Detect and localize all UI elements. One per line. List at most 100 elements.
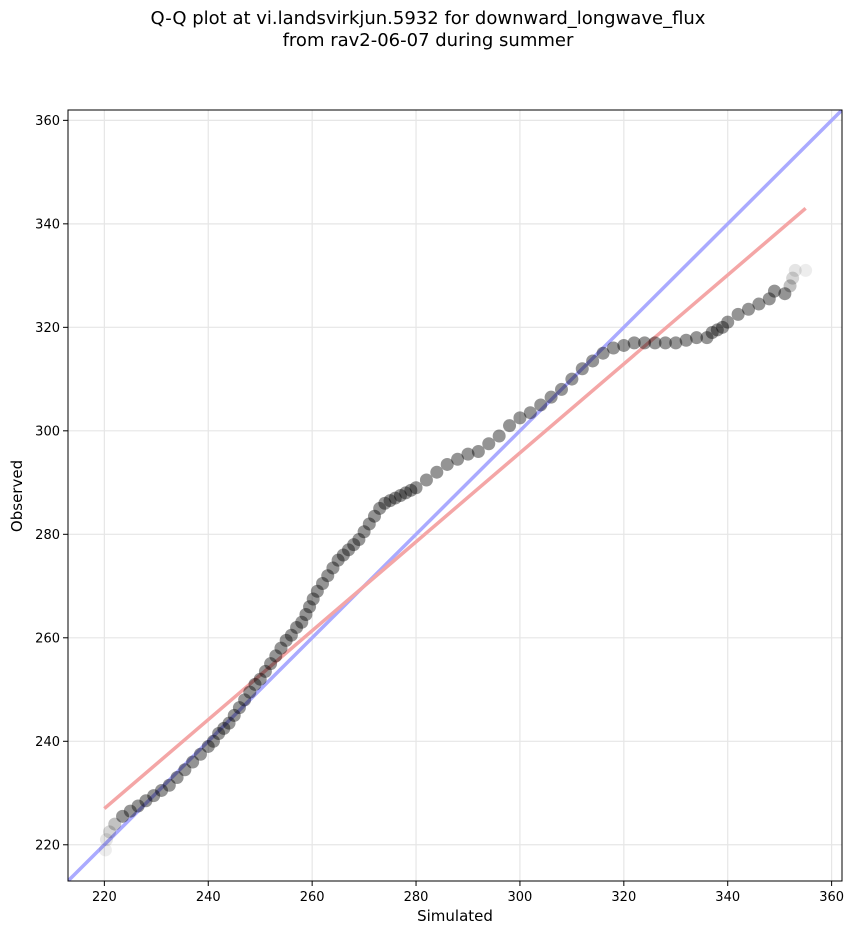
data-point [352,532,366,546]
data-point [440,457,454,471]
data-point [513,411,527,425]
data-point [554,382,568,396]
data-point [116,809,130,823]
data-point [586,354,600,368]
data-point [295,615,309,629]
data-point [123,804,137,818]
x-axis-ticks: 220 240 260 280 300 320 340 360 [92,881,844,905]
data-point [367,509,381,523]
data-point [186,755,200,769]
data-point [357,525,371,539]
data-point [316,576,330,590]
data-point [217,721,231,735]
data-point [786,271,800,285]
data-point [658,336,672,350]
data-point [710,323,724,337]
data-point [258,664,272,678]
fit-line [103,206,807,810]
y-tick-label: 340 [35,217,60,232]
data-point [108,817,122,831]
data-point [222,716,236,730]
data-point [419,473,433,487]
data-point [762,292,776,306]
data-point [378,496,392,510]
data-point [299,608,313,622]
data-point [227,708,241,722]
data-point [269,649,283,663]
data-point [617,338,631,352]
data-point [321,569,335,583]
data-point [201,739,215,753]
y-tick-label: 300 [35,424,60,439]
x-tick-label: 220 [92,890,117,905]
data-point [669,336,683,350]
data-point [248,677,262,691]
data-point [206,734,220,748]
data-point [103,825,117,839]
x-tick-label: 320 [611,890,636,905]
chart-title: Q-Q plot at vi.landsvirkjun.5932 for dow… [0,8,856,52]
x-tick-label: 280 [404,890,429,905]
data-point [347,538,361,552]
data-point [284,628,298,642]
y-tick-label: 220 [35,838,60,853]
y-tick-label: 280 [35,528,60,543]
data-point [690,331,704,345]
data-point [783,279,797,293]
chart-title-line-1: Q-Q plot at vi.landsvirkjun.5932 for dow… [150,8,706,29]
data-point [700,331,714,345]
y-tick-label: 360 [35,114,60,129]
data-point [373,501,387,515]
data-point [264,657,278,671]
data-point [575,362,589,376]
identity-line [68,110,842,881]
data-point [336,548,350,562]
data-point [627,336,641,350]
x-axis-label: Simulated [417,907,493,925]
data-point [492,429,506,443]
data-point [799,263,813,277]
data-point [147,789,161,803]
data-point [331,553,345,567]
data-point [404,483,418,497]
data-point [471,445,485,459]
data-point [98,843,112,857]
data-point [279,633,293,647]
data-point [461,447,475,461]
data-point [274,641,288,655]
x-tick-label: 360 [819,890,844,905]
data-point [306,592,320,606]
data-point [290,620,304,634]
data-point [752,297,766,311]
data-point [430,465,444,479]
data-point [383,494,397,508]
data-point [232,701,246,715]
data-point [731,307,745,321]
data-point [565,372,579,386]
x-tick-label: 260 [300,890,325,905]
data-point [451,452,465,466]
data-point [326,561,340,575]
data-point [393,489,407,502]
data-point [778,287,792,301]
data-point [544,390,558,404]
data-point [788,263,802,277]
data-points [98,263,813,857]
data-point [679,333,693,347]
data-point [606,341,620,355]
y-tick-label: 260 [35,631,60,646]
data-point [648,336,662,350]
data-point [705,326,719,340]
y-tick-label: 320 [35,321,60,336]
y-axis-ticks: 220 240 260 280 300 320 340 360 [35,114,68,853]
data-point [193,747,207,761]
data-point [178,763,192,777]
data-point [212,727,226,741]
reference-lines [68,110,842,881]
data-point [523,406,537,420]
data-point [741,302,755,316]
data-point [303,600,317,614]
data-point [155,783,169,797]
data-point [388,491,402,505]
